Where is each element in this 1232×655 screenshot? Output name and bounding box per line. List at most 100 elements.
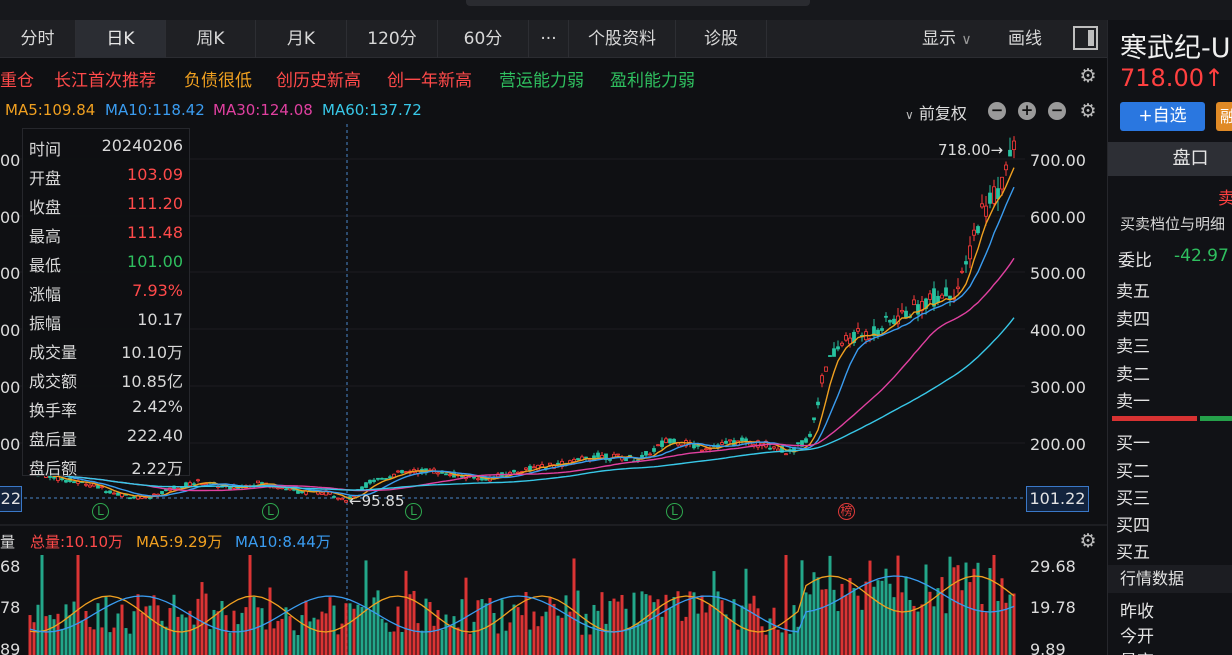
info-key: 成交额 <box>29 372 78 391</box>
info-value: 101.00 <box>127 252 183 271</box>
weibi-value: -42.97 <box>1174 246 1229 266</box>
price-axis-label: 300.00 <box>1030 378 1086 397</box>
ma60-label: MA60:137.72 <box>322 101 422 119</box>
tab-daily-k[interactable]: 日K <box>76 20 166 58</box>
ranking-mark[interactable]: 榜 <box>838 503 855 520</box>
ma5-label: MA5:109.84 <box>5 101 96 119</box>
info-row: 振幅 10.17 <box>29 306 183 335</box>
tag[interactable]: 盈利能力弱 <box>610 71 695 91</box>
high-label: 最高 <box>1120 647 1154 655</box>
tag[interactable]: 创一年新高 <box>387 71 472 91</box>
stock-name: 寒武纪-U <box>1120 33 1231 64</box>
volume-bars <box>28 555 1016 655</box>
current-price-box-left: 101.22 <box>0 486 22 512</box>
total-volume-label: 总量:10.10万 <box>30 533 123 551</box>
tab-order-book[interactable]: 盘口 <box>1108 142 1232 176</box>
tag[interactable]: 营运能力弱 <box>499 71 584 91</box>
info-row: 盘后额 2.22万 <box>29 451 183 480</box>
period-low-label: ←95.85 <box>349 492 405 510</box>
candle-info-panel: 时间 20240206 开盘 103.09 收盘 111.20 最高 111.48 最低 101.… <box>22 128 190 478</box>
adjust-dropdown[interactable]: ∨ 前复权 <box>905 100 967 124</box>
ma-lines <box>29 167 1015 500</box>
info-value: 103.09 <box>127 165 183 184</box>
axis-left-label: 00 <box>0 151 21 170</box>
info-row: 时间 20240206 <box>29 132 183 161</box>
tag[interactable]: 负债很低 <box>184 71 252 91</box>
info-key: 收盘 <box>29 198 62 217</box>
info-row: 最高 111.48 <box>29 219 183 248</box>
sell-level-4: 卖四 <box>1116 310 1150 330</box>
event-mark[interactable]: L <box>405 503 422 520</box>
info-key: 盘后量 <box>29 430 78 449</box>
tag[interactable]: 长江首次推荐 <box>54 71 156 91</box>
info-key: 成交量 <box>29 343 78 362</box>
price-axis-label: 500.00 <box>1030 264 1086 283</box>
vol-axis-label: 19.78 <box>1030 598 1076 617</box>
info-key: 换手率 <box>29 401 78 420</box>
info-key: 最低 <box>29 256 62 275</box>
margin-button[interactable]: 融 <box>1216 102 1232 131</box>
top-strip <box>0 0 1232 20</box>
sell-level-3: 卖三 <box>1116 337 1150 357</box>
axis-left-label: 00 <box>0 208 21 227</box>
buy-level-5: 买五 <box>1116 543 1150 563</box>
event-mark[interactable]: L <box>92 503 109 520</box>
event-mark[interactable]: L <box>262 503 279 520</box>
zoom-out-icon[interactable]: − <box>988 102 1006 120</box>
tab-60min[interactable]: 60分 <box>438 20 529 58</box>
volume-gear-icon[interactable]: ⚙ <box>1079 530 1097 552</box>
tab-intraday[interactable]: 分时 <box>0 20 76 58</box>
vol-axis-left-label: 89 <box>0 640 21 655</box>
buy-level-3: 买三 <box>1116 489 1150 509</box>
tab-monthly-k[interactable]: 月K <box>256 20 347 58</box>
axis-left-label: 00 <box>0 378 21 397</box>
buy-volume-bar <box>1200 416 1232 421</box>
chart-gear-icon[interactable]: ⚙ <box>1079 100 1097 122</box>
display-dropdown[interactable]: 显示 ∨ <box>922 20 972 58</box>
zoom-in-icon[interactable]: + <box>1018 102 1036 120</box>
quote-sidebar: 寒武纪-U 718.00↑ +自选 融 盘口 卖 买卖档位与明细 委比 -42.… <box>1107 20 1232 655</box>
info-row: 成交额 10.85亿 <box>29 364 183 393</box>
weibi-label: 委比 <box>1118 251 1152 271</box>
tag[interactable]: 创历史新高 <box>276 71 361 91</box>
add-watchlist-button[interactable]: +自选 <box>1120 102 1205 131</box>
info-value: 222.40 <box>127 426 183 445</box>
info-value: 10.85亿 <box>121 372 183 391</box>
info-value: 10.17 <box>137 310 183 329</box>
volume-legend: 量 总量:10.10万 MA5:9.29万 MA10:8.44万 ⚙ <box>0 528 1107 554</box>
chevron-down-icon: ∨ <box>905 108 914 122</box>
tab-120min[interactable]: 120分 <box>347 20 438 58</box>
info-key: 涨幅 <box>29 285 62 304</box>
info-key: 盘后额 <box>29 459 78 478</box>
price-axis-label: 400.00 <box>1030 321 1086 340</box>
tag[interactable]: 重仓 <box>0 71 34 91</box>
order-levels-link[interactable]: 买卖档位与明细 <box>1120 215 1226 233</box>
display-label: 显示 <box>922 29 956 49</box>
info-row: 盘后量 222.40 <box>29 422 183 451</box>
tab-more[interactable]: ··· <box>529 20 569 58</box>
layout-toggle-icon[interactable] <box>1073 26 1098 50</box>
ma-legend: MA5:109.84 MA10:118.42 MA30:124.08 MA60:… <box>0 96 1107 124</box>
axis-left-label: 00 <box>0 264 21 283</box>
ma10-label: MA10:118.42 <box>105 101 205 119</box>
info-row: 换手率 2.42% <box>29 393 183 422</box>
tab-diagnosis[interactable]: 诊股 <box>676 20 767 58</box>
tab-weekly-k[interactable]: 周K <box>166 20 256 58</box>
info-row: 成交量 10.10万 <box>29 335 183 364</box>
search-bar[interactable] <box>466 0 810 6</box>
sell-level-5: 卖五 <box>1116 282 1150 302</box>
sell-level-2: 卖二 <box>1116 365 1150 385</box>
axis-left-label: 00 <box>0 435 21 454</box>
tab-stock-profile[interactable]: 个股资料 <box>569 20 676 58</box>
draw-line-button[interactable]: 画线 <box>1008 29 1042 49</box>
prev-close-label: 昨收 <box>1120 602 1154 622</box>
vol-axis-left-label: 68 <box>0 557 21 576</box>
info-value: 111.48 <box>127 223 183 242</box>
minus-icon[interactable]: − <box>1048 102 1066 120</box>
info-value: 2.22万 <box>131 459 183 478</box>
event-mark[interactable]: L <box>666 503 683 520</box>
quote-data-header: 行情数据 <box>1108 565 1232 593</box>
price-axis-label: 200.00 <box>1030 435 1086 454</box>
vol-axis-label: 9.89 <box>1030 640 1066 655</box>
tags-gear-icon[interactable]: ⚙ <box>1079 65 1097 87</box>
